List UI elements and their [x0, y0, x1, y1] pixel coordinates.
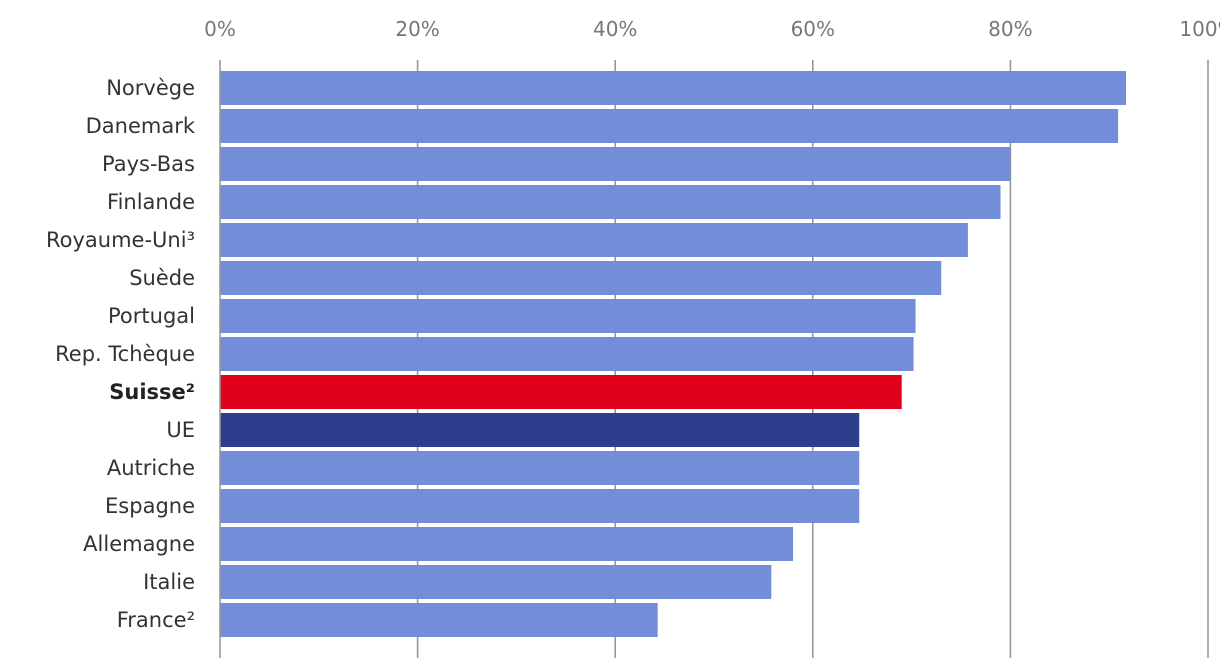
bar-4	[220, 223, 968, 257]
bar-3	[220, 185, 1001, 219]
category-label-5: Suède	[129, 266, 195, 290]
bar-5	[220, 261, 942, 295]
bar-13	[220, 565, 772, 599]
bar-8	[220, 375, 902, 409]
x-tick-label-0: 0%	[204, 17, 236, 41]
category-label-13: Italie	[143, 570, 195, 594]
category-label-8: Suisse²	[109, 380, 195, 404]
category-label-12: Allemagne	[83, 532, 195, 556]
bar-12	[220, 527, 794, 561]
bar-0	[220, 71, 1126, 105]
category-label-11: Espagne	[105, 494, 195, 518]
bar-1	[220, 109, 1119, 143]
category-label-2: Pays-Bas	[102, 152, 195, 176]
bar-9	[220, 413, 860, 447]
bar-10	[220, 451, 860, 485]
bars	[220, 71, 1126, 637]
bar-11	[220, 489, 860, 523]
bar-14	[220, 603, 658, 637]
x-tick-label-100: 100%	[1179, 17, 1220, 41]
bar-7	[220, 337, 914, 371]
category-label-4: Royaume-Uni³	[46, 228, 195, 252]
category-label-1: Danemark	[86, 114, 196, 138]
category-labels: Norvège Danemark Pays-Bas Finlande Royaume-U…	[46, 76, 196, 632]
x-axis-ticks: 0% 20% 40% 60% 80% 100%	[204, 17, 1220, 41]
category-label-10: Autriche	[107, 456, 195, 480]
x-tick-label-40: 40%	[593, 17, 637, 41]
category-label-7: Rep. Tchèque	[55, 342, 195, 366]
category-label-6: Portugal	[108, 304, 195, 328]
bar-2	[220, 147, 1011, 181]
x-tick-label-60: 60%	[791, 17, 835, 41]
category-label-3: Finlande	[107, 190, 195, 214]
x-tick-label-20: 20%	[395, 17, 439, 41]
x-tick-label-80: 80%	[988, 17, 1032, 41]
category-label-9: UE	[166, 418, 195, 442]
category-label-14: France²	[117, 608, 195, 632]
bar-6	[220, 299, 916, 333]
category-label-0: Norvège	[106, 76, 195, 100]
